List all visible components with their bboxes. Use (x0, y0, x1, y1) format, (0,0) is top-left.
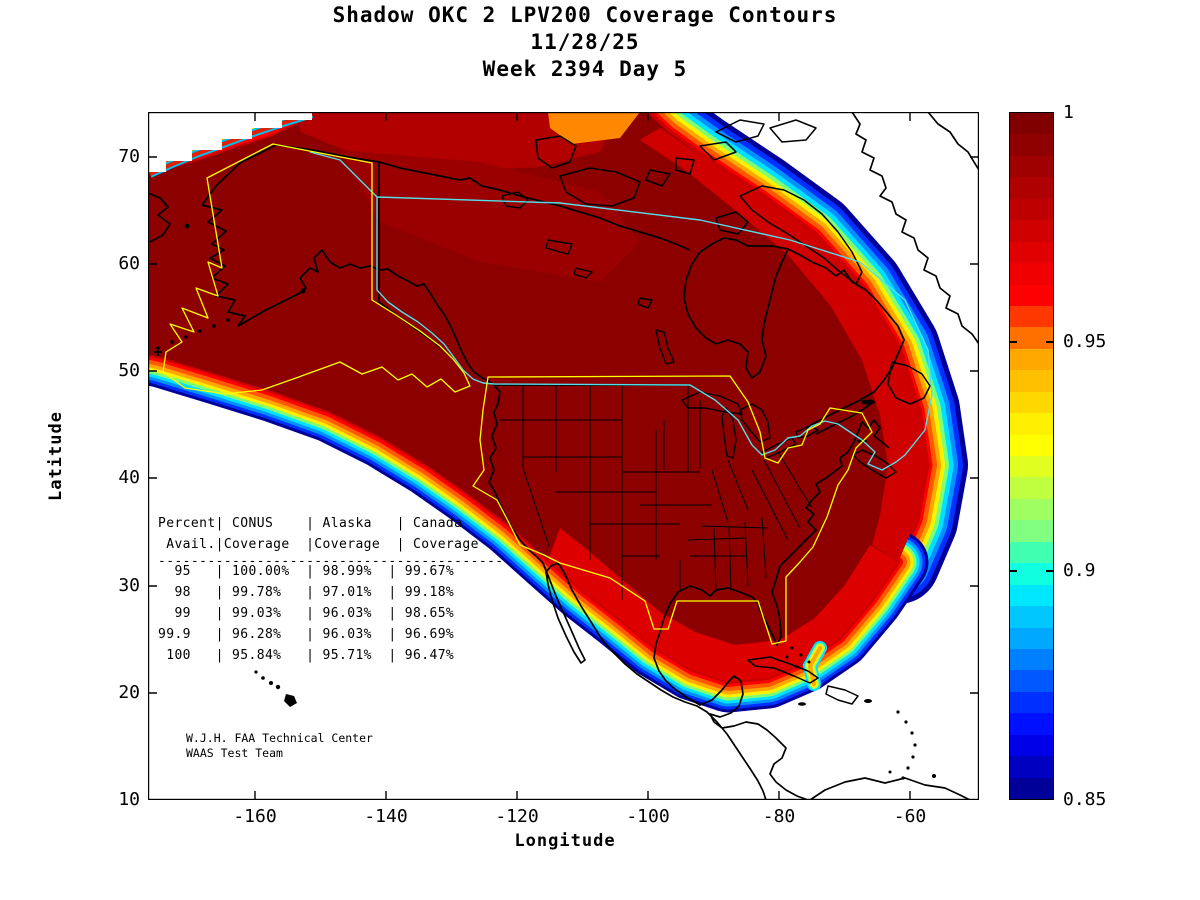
credit-line1: W.J.H. FAA Technical Center (186, 731, 373, 745)
table-separator: ----------------------------------------… (158, 554, 504, 569)
colorbar-step (1010, 434, 1053, 456)
table-line: 99.9 | 96.28% | 96.03% | 96.69% (158, 627, 455, 642)
table-line: Percent| CONUS | Alaska | Canada (158, 516, 463, 531)
colorbar-tick-label: 1 (1063, 102, 1074, 123)
y-tick-label: 50 (118, 360, 140, 381)
credit-text: W.J.H. FAA Technical Center WAAS Test Tea… (186, 731, 373, 761)
table-line: 99 | 99.03% | 96.03% | 98.65% (158, 606, 455, 621)
contour-notch-bahamas (802, 641, 827, 691)
plot-frame (148, 112, 979, 800)
colorbar-step (1010, 370, 1053, 392)
colorbar-step (1010, 477, 1053, 499)
colorbar-step (1010, 563, 1053, 585)
x-tick-label: -140 (364, 806, 408, 827)
x-tick-label: -100 (626, 806, 670, 827)
figure-week-day: Week 2394 Day 5 (482, 57, 688, 81)
colorbar-step (1010, 713, 1053, 735)
coverage-core (148, 112, 926, 682)
y-tick-label: 70 (118, 146, 140, 167)
colorbar-step (1010, 284, 1053, 306)
colorbar-step (1010, 198, 1053, 221)
colorbar-tick-label: 0.9 (1063, 560, 1096, 581)
colorbar-step (1010, 177, 1053, 199)
x-tick-label: -60 (893, 806, 927, 827)
credit-line2: WAAS Test Team (186, 746, 283, 760)
colorbar-step (1010, 413, 1053, 435)
colorbar-step (1010, 584, 1053, 607)
colorbar-step (1010, 670, 1053, 692)
y-tick-label: 20 (118, 682, 140, 703)
colorbar-step (1010, 520, 1053, 542)
island-outlines (535, 119, 931, 705)
colorbar-step (1010, 220, 1053, 242)
alaska-boundary (162, 143, 471, 395)
colorbar (1009, 112, 1054, 800)
x-tick-label: -160 (233, 806, 277, 827)
table-line: 100 | 95.84% | 95.71% | 96.47% (158, 648, 455, 663)
lake-outlines (501, 191, 819, 459)
colorbar-step (1010, 134, 1053, 156)
colorbar-tick (1046, 341, 1053, 343)
colorbar-step (1010, 541, 1053, 564)
colorbar-step (1010, 241, 1053, 264)
colorbar-step (1010, 648, 1053, 671)
conus-boundary (472, 375, 873, 645)
x-axis-label: Longitude (514, 831, 616, 851)
colorbar-step (1010, 348, 1053, 371)
colorbar-step (1010, 113, 1053, 135)
colorbar-step (1010, 327, 1053, 349)
table-line: 95 | 100.00% | 98.99% | 99.67% (158, 564, 455, 579)
y-axis-label: Latitude (46, 411, 66, 501)
colorbar-step (1010, 606, 1053, 628)
axis-ticks (148, 112, 979, 800)
figure-date: 11/28/25 (530, 30, 640, 54)
colorbar-step (1010, 155, 1053, 178)
y-tick-label: 60 (118, 253, 140, 274)
y-tick-label: 30 (118, 575, 140, 596)
canada-boundary (309, 151, 933, 471)
colorbar-tick (1010, 341, 1017, 343)
small-islands (154, 223, 936, 780)
colorbar-step (1010, 756, 1053, 778)
colorbar-tick-label: 0.85 (1063, 789, 1107, 810)
y-tick-label: 40 (118, 467, 140, 488)
colorbar-step (1010, 498, 1053, 521)
y-tick-label: 10 (118, 789, 140, 810)
state-borders (500, 385, 813, 600)
x-tick-label: -80 (762, 806, 796, 827)
colorbar-step (1010, 734, 1053, 757)
colorbar-step (1010, 627, 1053, 649)
colorbar-step (1010, 777, 1053, 799)
colorbar-step (1010, 691, 1053, 714)
table-line: 98 | 99.78% | 97.01% | 99.18% (158, 585, 455, 600)
colorbar-tick (1010, 570, 1017, 572)
contour-interior-patches (300, 112, 926, 682)
coverage-staircase-edge (148, 112, 314, 178)
colorbar-step (1010, 305, 1053, 328)
table-line: Avail.|Coverage |Coverage | Coverage (158, 537, 479, 552)
x-tick-label: -120 (495, 806, 539, 827)
coverage-map (148, 112, 979, 800)
figure-title: Shadow OKC 2 LPV200 Coverage Contours (332, 3, 838, 27)
colorbar-tick-label: 0.95 (1063, 331, 1107, 352)
colorbar-step (1010, 391, 1053, 414)
colorbar-step (1010, 456, 1053, 478)
colorbar-tick (1046, 570, 1053, 572)
colorbar-step (1010, 263, 1053, 285)
